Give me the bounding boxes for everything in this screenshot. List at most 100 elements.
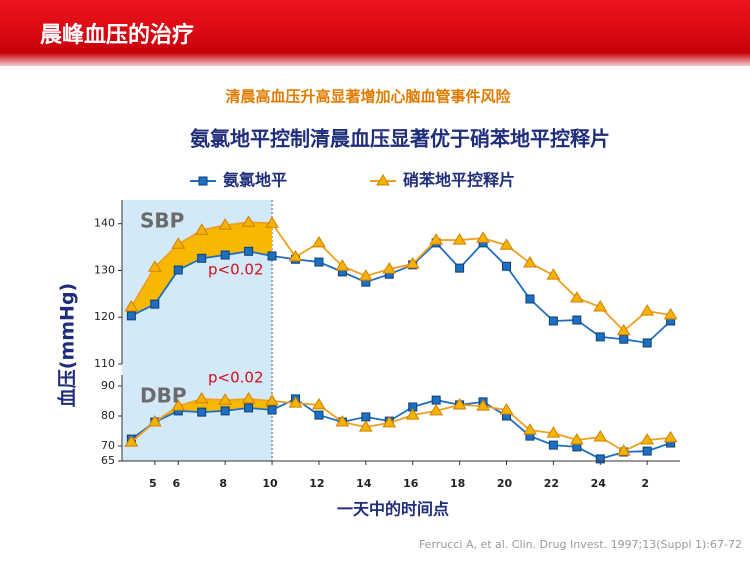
marker-square — [220, 250, 230, 260]
marker-square — [244, 403, 254, 413]
marker-square — [642, 338, 652, 348]
marker-square — [267, 405, 277, 415]
x-axis-label: 一天中的时间点 — [337, 500, 449, 519]
marker-square — [431, 395, 441, 405]
marker-square — [267, 251, 277, 261]
marker-square — [502, 261, 512, 271]
marker-square — [619, 334, 629, 344]
marker-square — [572, 315, 582, 325]
x-tick-label: 24 — [591, 477, 607, 490]
marker-triangle — [593, 299, 608, 312]
marker-triangle — [376, 174, 390, 186]
marker-triangle — [476, 399, 490, 411]
marker-triangle — [335, 415, 350, 427]
marker-square — [126, 311, 136, 321]
marker-triangle — [499, 403, 514, 415]
marker-triangle — [124, 435, 139, 447]
header-band — [0, 0, 750, 66]
marker-triangle — [194, 391, 209, 404]
marker-triangle — [640, 304, 655, 316]
marker-triangle — [452, 233, 467, 245]
marker-triangle — [194, 223, 209, 235]
marker-triangle — [476, 231, 490, 243]
marker-triangle — [171, 399, 186, 411]
x-tick-label: 12 — [309, 477, 324, 490]
marker-triangle — [335, 259, 350, 271]
subtitle: 清晨高血压升高显著增加心脑血管事件风险 — [225, 88, 511, 106]
x-tick-label: 16 — [403, 477, 419, 490]
marker-square — [150, 299, 160, 309]
legend-label: 氨氯地平 — [223, 171, 287, 190]
marker-triangle — [358, 420, 373, 432]
marker-triangle — [663, 307, 678, 320]
marker-square — [455, 263, 465, 273]
x-tick-label: 5 — [149, 477, 157, 490]
chart-title: 氨氯地平控制清晨血压显著优于硝苯地平控释片 — [190, 127, 610, 151]
x-tick-label: 6 — [172, 477, 180, 490]
marker-triangle — [124, 299, 139, 312]
marker-square — [314, 257, 324, 267]
marker-triangle — [288, 249, 303, 262]
y-tick-label: 65 — [101, 454, 115, 467]
marker-triangle — [405, 256, 420, 269]
marker-square — [595, 332, 605, 342]
plot: 110 120 130 140 SBP p<0.02 血压(mmHg) 氨氯地平 硝苯地平控释片… — [56, 171, 680, 519]
marker-triangle — [147, 415, 162, 427]
marker-triangle — [382, 262, 397, 274]
marker-triangle — [499, 238, 514, 250]
x-tick-label: 10 — [262, 477, 278, 490]
x-tick-label: 20 — [497, 477, 513, 490]
marker-triangle — [218, 393, 233, 405]
marker-square — [361, 412, 371, 422]
marker-triangle — [265, 394, 279, 406]
marker-square — [197, 253, 207, 263]
marker-triangle — [593, 430, 608, 442]
marker-triangle — [523, 423, 537, 435]
marker-square — [642, 446, 652, 456]
marker-triangle — [569, 433, 584, 445]
x-tick-label: 14 — [356, 477, 372, 490]
difference-area — [131, 222, 273, 316]
x-tick-label: 2 — [641, 477, 649, 490]
marker-triangle — [640, 433, 655, 445]
marker-triangle — [288, 396, 303, 408]
marker-triangle — [523, 256, 537, 268]
marker-square — [198, 176, 208, 186]
panel-label: DBP — [140, 384, 187, 408]
marker-triangle — [616, 444, 631, 456]
marker-square — [314, 410, 324, 420]
marker-triangle — [382, 415, 397, 428]
marker-square — [173, 265, 183, 275]
y-tick-label: 70 — [101, 439, 115, 452]
y-tick-label: 140 — [94, 217, 115, 230]
marker-square — [525, 294, 535, 304]
y-tick-label: 90 — [101, 379, 115, 392]
y-tick-label: 110 — [94, 357, 115, 370]
marker-triangle — [218, 218, 233, 230]
panel-label: SBP — [140, 209, 184, 233]
x-tick-label: 22 — [544, 477, 559, 490]
marker-square — [548, 316, 558, 326]
legend-label: 硝苯地平控释片 — [403, 171, 515, 190]
marker-triangle — [546, 268, 561, 280]
y-tick-label: 130 — [94, 263, 115, 276]
marker-triangle — [147, 260, 162, 272]
marker-triangle — [241, 391, 256, 404]
y-axis-label: 血压(mmHg) — [56, 283, 79, 407]
y-tick-label: 80 — [101, 409, 115, 422]
marker-square — [197, 407, 207, 417]
marker-square — [244, 246, 254, 256]
header-title: 晨峰血压的治疗 — [40, 22, 194, 48]
marker-triangle — [616, 323, 631, 336]
marker-triangle — [312, 235, 326, 248]
marker-triangle — [312, 397, 326, 410]
marker-square — [595, 454, 605, 464]
marker-triangle — [569, 291, 584, 303]
marker-triangle — [241, 215, 256, 227]
marker-triangle — [452, 397, 467, 410]
citation: Ferrucci A, et al. Clin. Drug Invest. 19… — [419, 538, 742, 551]
annotation: p<0.02 — [208, 369, 264, 387]
annotation: p<0.02 — [208, 261, 264, 279]
